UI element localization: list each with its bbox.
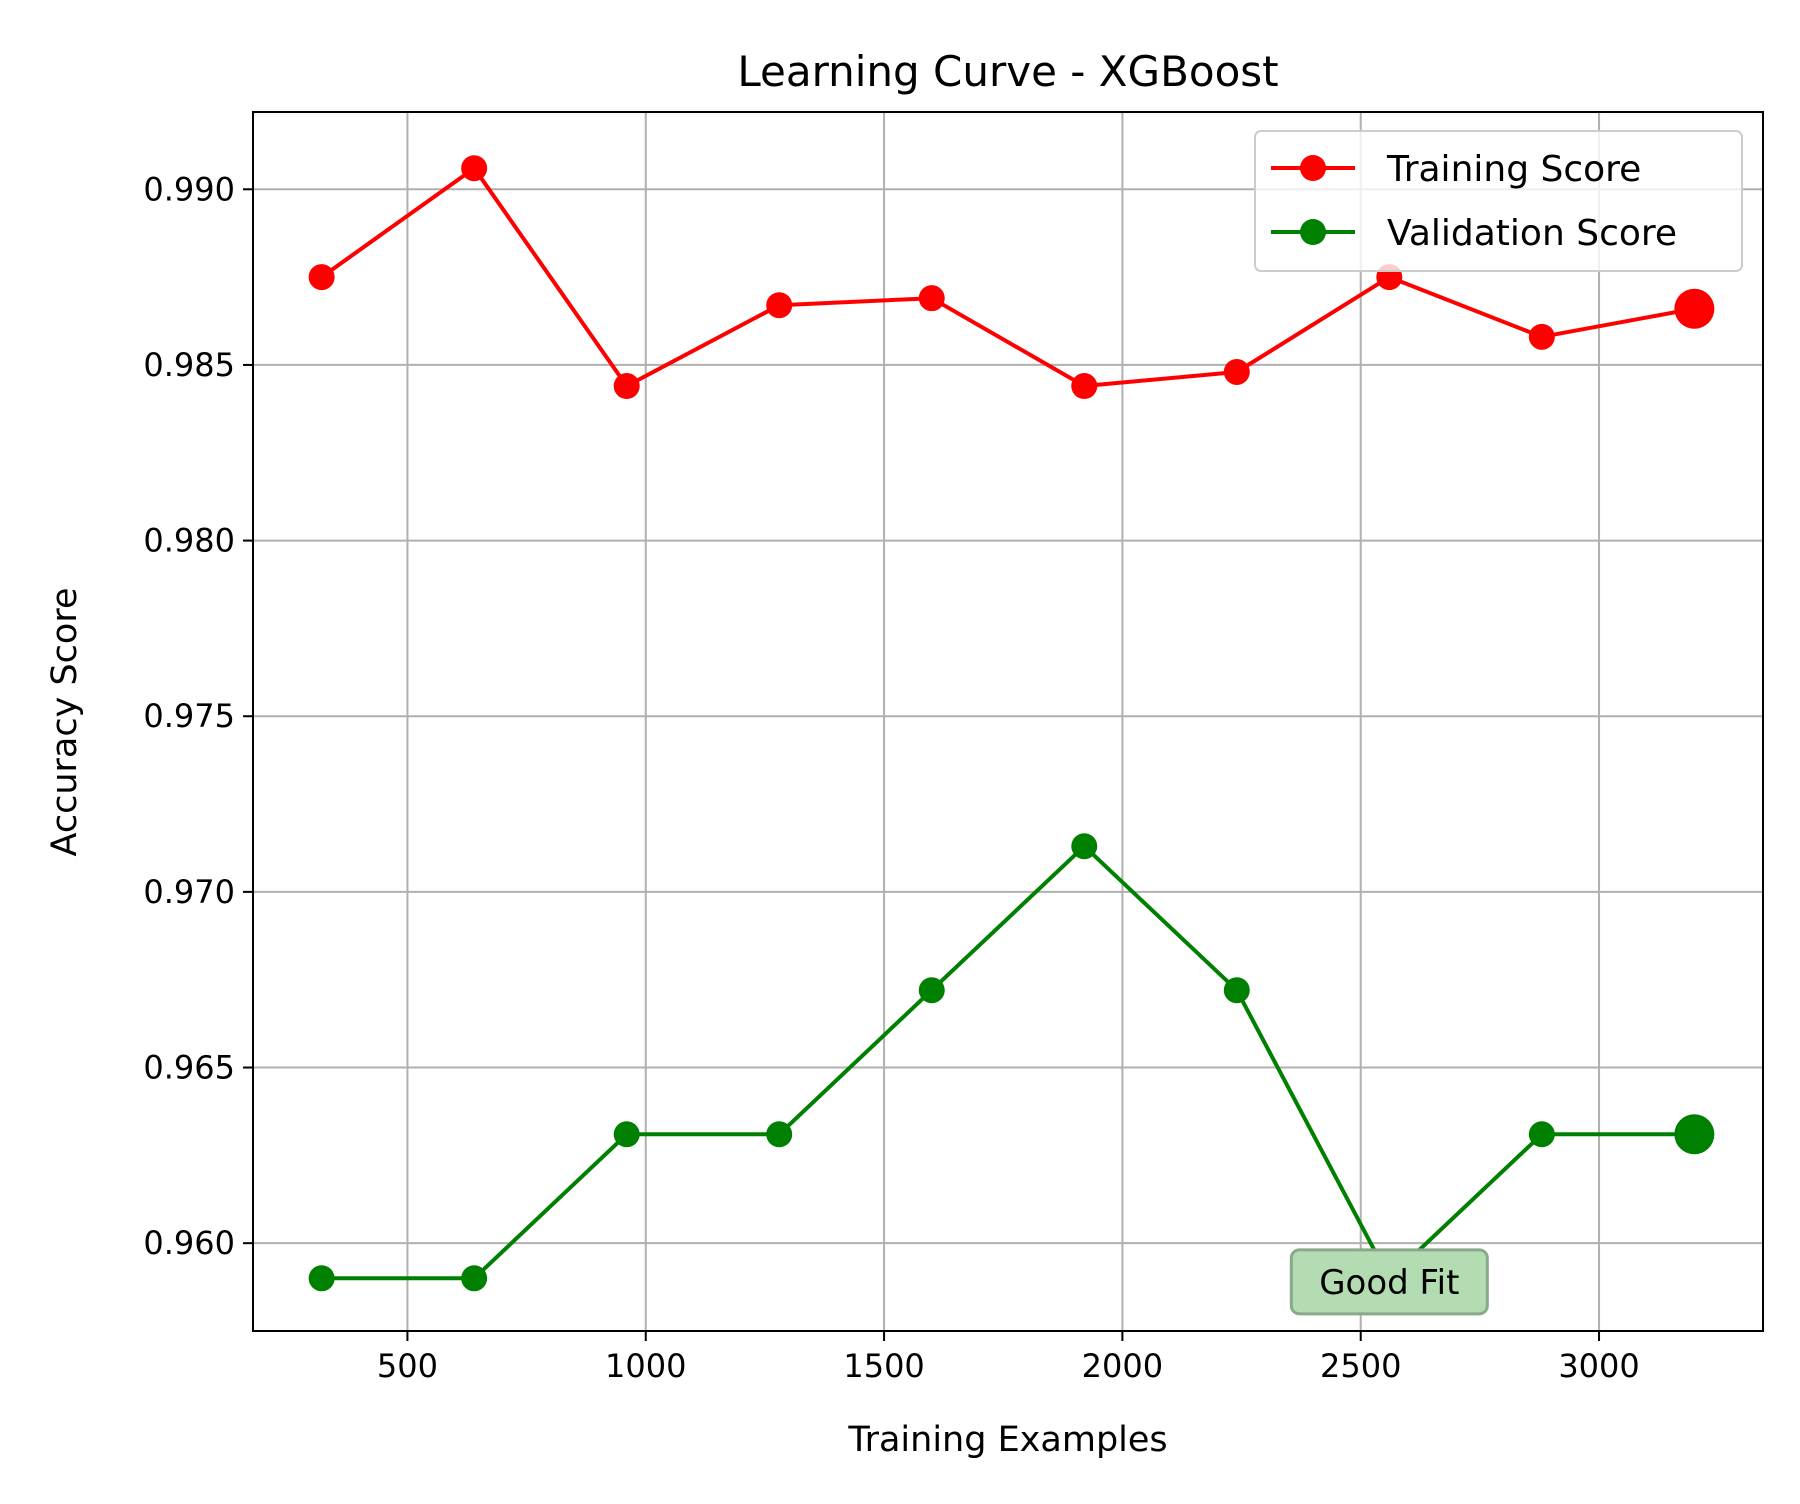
data-point-final <box>1674 1114 1715 1155</box>
y-axis-label: Accuracy Score <box>45 588 85 857</box>
annotation-label: Good Fit <box>1319 1263 1459 1303</box>
data-point <box>918 285 945 312</box>
y-tick-label: 0.990 <box>143 170 235 208</box>
data-point <box>1528 323 1555 350</box>
data-point <box>461 1265 488 1292</box>
legend-label: Validation Score <box>1387 213 1677 254</box>
data-point <box>613 373 640 400</box>
data-point <box>461 155 488 182</box>
legend-box <box>1254 130 1743 272</box>
y-tick-label: 0.965 <box>143 1049 235 1087</box>
data-point <box>308 1265 335 1292</box>
annotation-layer: Good Fit <box>1289 1248 1489 1316</box>
plot-frame <box>252 111 1764 1332</box>
axis-ticks: 500 1000 1500 2000 2500 3000 0.960 0.965 0.970 0.… <box>143 170 1639 1385</box>
y-tick-label: 0.985 <box>143 346 235 384</box>
data-point <box>1223 977 1250 1004</box>
data-point <box>613 1121 640 1148</box>
data-point <box>1528 1121 1555 1148</box>
series-line <box>321 844 1695 1281</box>
data-point <box>766 1121 793 1148</box>
chart-title: Learning Curve - XGBoost <box>737 47 1278 96</box>
data-point-final <box>1674 288 1715 329</box>
series-training <box>308 155 1715 400</box>
annotation-box <box>1289 1248 1489 1316</box>
data-point <box>308 264 335 291</box>
data-point <box>1223 358 1250 385</box>
legend-item-training: Training Score <box>1271 149 1641 190</box>
data-point <box>766 292 793 319</box>
legend-marker <box>1300 155 1326 181</box>
legend-item-validation: Validation Score <box>1271 213 1677 254</box>
data-point <box>1071 833 1098 860</box>
grid-lines <box>253 112 1763 1331</box>
data-point <box>918 977 945 1004</box>
x-tick-label: 1500 <box>843 1347 924 1385</box>
legend-marker <box>1300 219 1326 245</box>
series-line <box>320 166 1695 388</box>
x-tick-label: 2500 <box>1320 1347 1401 1385</box>
y-tick-label: 0.970 <box>143 873 235 911</box>
y-tick-label: 0.975 <box>143 697 235 735</box>
legend: Training Score Validation Score <box>1254 130 1743 272</box>
data-point <box>1071 373 1098 400</box>
x-axis-label: Training Examples <box>847 1420 1167 1460</box>
x-tick-label: 500 <box>377 1347 438 1385</box>
y-tick-label: 0.960 <box>143 1224 235 1262</box>
x-tick-label: 3000 <box>1558 1347 1639 1385</box>
x-tick-label: 1000 <box>605 1347 686 1385</box>
x-tick-label: 2000 <box>1082 1347 1163 1385</box>
legend-label: Training Score <box>1386 149 1641 190</box>
y-tick-label: 0.980 <box>143 522 235 560</box>
